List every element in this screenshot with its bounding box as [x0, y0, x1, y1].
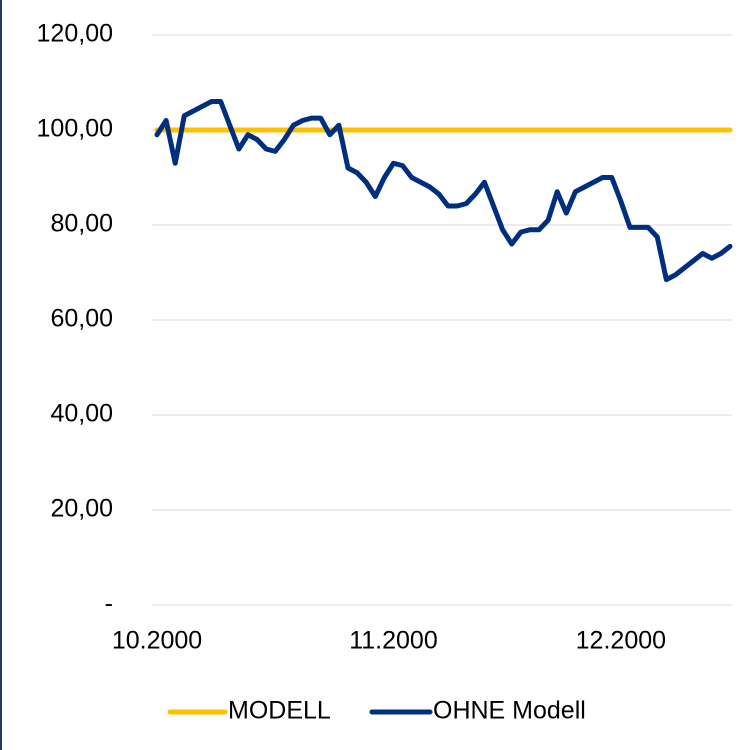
legend-label: OHNE Modell	[433, 697, 586, 725]
y-tick-label: 20,00	[50, 495, 113, 523]
y-tick-label: 40,00	[50, 400, 113, 428]
y-tick-label: 100,00	[37, 115, 113, 143]
x-tick-label: 11.2000	[349, 627, 438, 655]
frame-edge	[0, 0, 2, 750]
x-tick-label: 10.2000	[112, 627, 202, 655]
y-tick-label: 60,00	[50, 305, 113, 333]
y-tick-label: 80,00	[50, 210, 113, 238]
legend-label: MODELL	[228, 697, 331, 725]
y-tick-label: 120,00	[37, 20, 113, 48]
series-line	[154, 99, 733, 283]
y-tick-label: -	[105, 590, 113, 618]
x-tick-label: 12.2000	[576, 627, 666, 655]
